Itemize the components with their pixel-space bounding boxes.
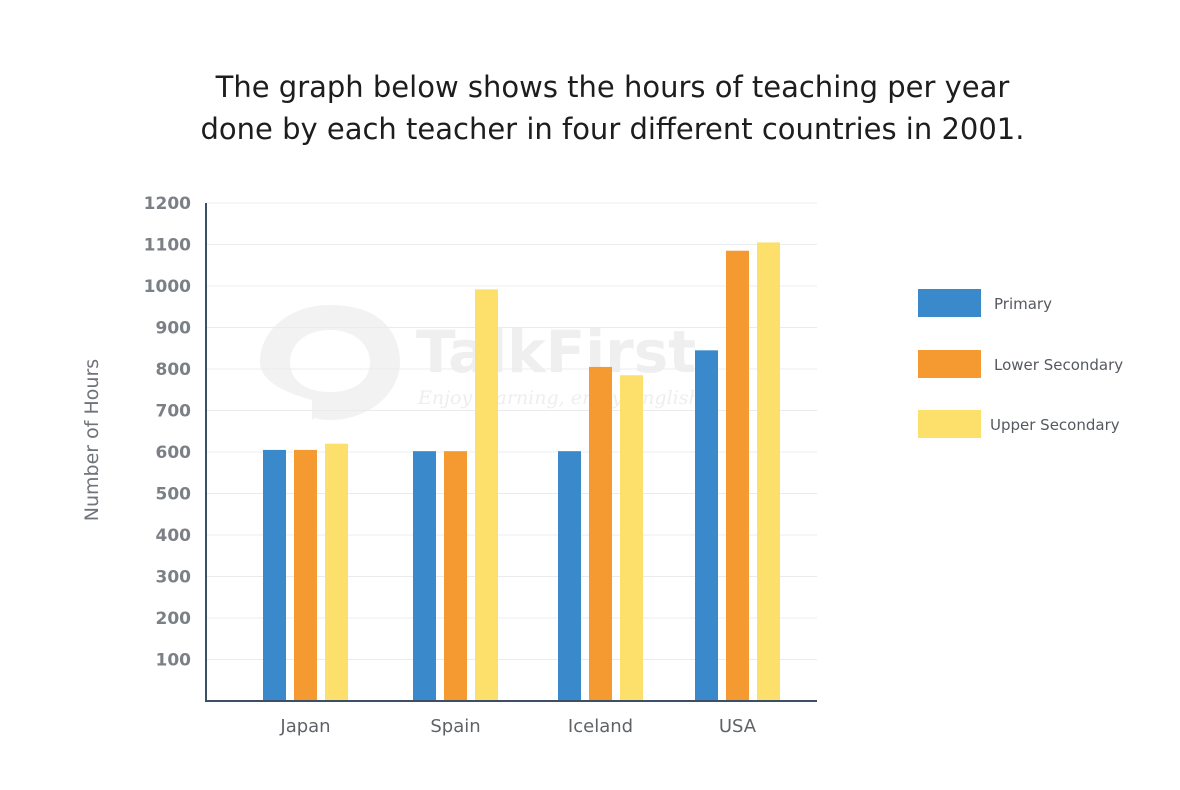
legend-label-primary: Primary <box>994 295 1052 313</box>
chart-title-line-1: The graph below shows the hours of teach… <box>215 70 1010 104</box>
bar-usa-primary <box>695 350 718 701</box>
x-tick-label-spain: Spain <box>430 716 480 737</box>
legend-swatch-primary <box>918 289 981 317</box>
y-tick-label: 1200 <box>144 194 191 214</box>
chart-title-line-2: done by each teacher in four different c… <box>200 112 1025 146</box>
y-tick-label: 700 <box>156 402 192 422</box>
y-axis-title: Number of Hours <box>81 359 103 521</box>
y-tick-label: 1000 <box>144 277 191 297</box>
y-axis-ticks: 100 200 300 400 500 600 700 800 900 1000 1100 1200 <box>144 194 191 671</box>
bar-japan-upper-secondary <box>325 443 348 701</box>
y-tick-label: 300 <box>156 568 192 588</box>
bar-iceland-upper-secondary <box>620 375 643 701</box>
watermark-bubble-icon <box>260 305 400 420</box>
legend-swatch-upper-secondary <box>918 410 981 438</box>
bar-usa-upper-secondary <box>757 242 780 702</box>
x-tick-label-iceland: Iceland <box>568 716 633 737</box>
chart-title: The graph below shows the hours of teach… <box>0 66 1180 150</box>
y-tick-label: 900 <box>156 319 192 339</box>
axes <box>205 203 817 702</box>
bar-japan-lower-secondary <box>294 449 317 701</box>
bar-usa-lower-secondary <box>726 250 749 701</box>
legend-label-lower-secondary: Lower Secondary <box>994 356 1123 374</box>
y-tick-label: 400 <box>156 526 192 546</box>
x-tick-label-japan: Japan <box>279 716 330 737</box>
bars <box>263 242 780 702</box>
legend-label-upper-secondary: Upper Secondary <box>990 416 1120 434</box>
bar-iceland-primary <box>558 451 581 701</box>
bar-spain-primary <box>413 451 436 701</box>
x-axis-labels: Japan Spain Iceland USA <box>279 716 756 737</box>
legend-swatch-lower-secondary <box>918 350 981 378</box>
watermark-tagline: Enjoy learning, enjoy English <box>417 387 701 409</box>
y-tick-label: 1100 <box>144 236 191 256</box>
y-tick-label: 500 <box>156 485 192 505</box>
bar-japan-primary <box>263 449 286 701</box>
watermark-brand: TalkFirst <box>416 318 696 386</box>
x-tick-label-usa: USA <box>719 716 757 737</box>
y-tick-label: 800 <box>156 360 192 380</box>
bar-iceland-lower-secondary <box>589 366 612 701</box>
bar-spain-upper-secondary <box>475 289 498 701</box>
bar-spain-lower-secondary <box>444 451 467 701</box>
y-tick-label: 100 <box>156 651 192 671</box>
y-tick-label: 200 <box>156 609 192 629</box>
y-tick-label: 600 <box>156 443 192 463</box>
legend: Primary Lower Secondary Upper Secondary <box>918 289 1123 438</box>
